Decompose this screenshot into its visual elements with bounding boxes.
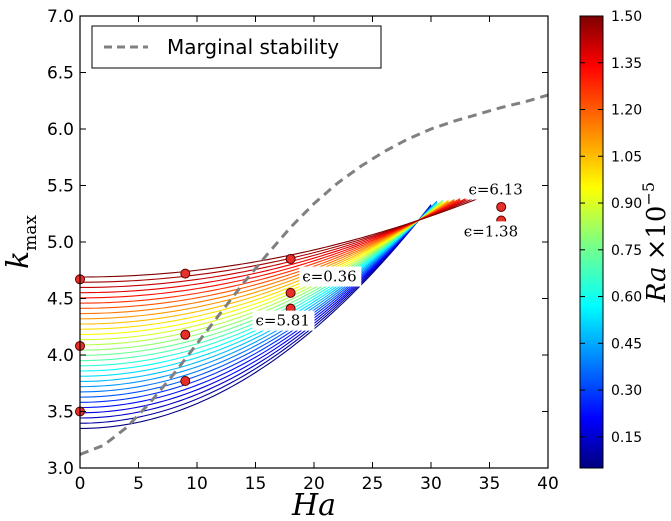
colorbar-tick-label: 1.50 xyxy=(611,9,642,25)
colorbar-title-times: ×10 xyxy=(642,206,671,261)
x-axis: 0 5 10 15 20 25 30 35 40 xyxy=(75,16,559,494)
ra-curve xyxy=(80,201,444,346)
epsilon-annotation: ϵ=6.13 xyxy=(468,181,522,199)
y-tick-label: 6.0 xyxy=(47,120,74,140)
x-tick-label: 20 xyxy=(303,474,325,494)
svg-text:kmax: kmax xyxy=(1,215,41,269)
y-axis-title-sub: max xyxy=(21,215,41,251)
y-tick-label: 3.5 xyxy=(47,403,74,423)
colorbar-tick-label: 0.60 xyxy=(611,290,642,306)
ra-curve xyxy=(80,198,473,283)
data-point xyxy=(180,268,191,279)
ra-curve xyxy=(80,201,438,388)
colorbar-tick-label: 0.75 xyxy=(611,243,642,259)
x-tick-label: 15 xyxy=(245,474,267,494)
data-point xyxy=(285,253,296,264)
y-tick-label: 4.5 xyxy=(47,290,74,310)
annotation-background xyxy=(460,221,523,242)
colorbar-tick-label: 1.20 xyxy=(611,103,642,119)
ra-curve xyxy=(80,205,432,419)
data-point xyxy=(285,287,296,298)
ra-curve xyxy=(80,198,455,315)
colorbar-bar xyxy=(579,15,604,469)
x-tick-label: 5 xyxy=(133,474,144,494)
marginal-stability-layer xyxy=(80,93,548,456)
x-tick-label: 35 xyxy=(479,474,501,494)
marginal-stability-curve xyxy=(80,93,548,456)
data-point xyxy=(180,329,191,340)
annotation-background xyxy=(252,310,315,331)
y-tick-label: 5.5 xyxy=(47,177,74,197)
ra-curve xyxy=(80,205,432,409)
ra-curve xyxy=(80,204,432,424)
colorbar-title-main: Ra xyxy=(642,266,671,303)
y-axis-title-main: k xyxy=(1,251,36,269)
ra-curve xyxy=(80,205,432,414)
x-tick-label: 25 xyxy=(362,474,384,494)
epsilon-annotation: ϵ=5.81 xyxy=(256,312,310,330)
x-tick-label: 30 xyxy=(420,474,442,494)
colorbar: 0.15 0.30 0.45 0.60 0.75 0.90 1.05 1.20 1.35 1.50… xyxy=(579,9,671,469)
ra-curve xyxy=(80,195,484,278)
colorbar-title: Ra ×10−5 xyxy=(639,182,671,303)
colorbar-ticks: 0.15 0.30 0.45 0.60 0.75 0.90 1.05 1.20 1.35 1.50 xyxy=(580,9,642,446)
ra-curve xyxy=(80,200,438,393)
x-axis-title: Ha xyxy=(291,488,336,521)
y-tick-label: 7.0 xyxy=(47,7,74,27)
legend-label-marginal-stability: Marginal stability xyxy=(167,35,339,59)
x-tick-label: 10 xyxy=(186,474,208,494)
colorbar-tick-label: 1.05 xyxy=(611,149,642,165)
x-tick-label: 0 xyxy=(75,474,86,494)
colorbar-tick-label: 0.45 xyxy=(611,336,642,352)
svg-text:Ra×10−5: Ra ×10−5 xyxy=(639,182,671,303)
colorbar-title-exp: −5 xyxy=(639,182,658,206)
epsilon-annotation: ϵ=1.38 xyxy=(464,222,518,240)
colorbar-tick-label: 0.30 xyxy=(611,383,642,399)
legend-box xyxy=(91,25,382,69)
marker-layer xyxy=(75,201,507,417)
data-point xyxy=(496,201,507,212)
y-axis: 3.0 3.5 4.0 4.5 5.0 5.5 6.0 6.5 7.0 xyxy=(47,7,548,479)
ra-curve xyxy=(80,199,449,330)
epsilon-annotation: ϵ=0.36 xyxy=(302,268,356,286)
annotation-background xyxy=(299,266,362,287)
y-tick-label: 6.5 xyxy=(47,64,74,84)
y-tick-label: 4.0 xyxy=(47,346,74,366)
ra-curve xyxy=(80,202,438,377)
colorbar-tick-label: 0.90 xyxy=(611,196,642,212)
ra-curve xyxy=(80,206,432,398)
ra-curve xyxy=(80,202,444,341)
ra-curve xyxy=(80,202,438,383)
ra-curve xyxy=(80,199,461,299)
annotation-layer: ϵ=6.13 ϵ=1.38 ϵ=0.36 ϵ=5.81 xyxy=(252,179,528,331)
data-point xyxy=(180,375,191,386)
ra-curve xyxy=(80,200,455,309)
ra-curve xyxy=(80,202,444,336)
ra-curve xyxy=(80,206,432,403)
y-tick-label: 5.0 xyxy=(47,233,74,253)
legend: Marginal stability xyxy=(91,25,382,69)
colorbar-tick-label: 1.35 xyxy=(611,56,642,72)
ra-curve xyxy=(80,200,449,325)
y-axis-title: kmax xyxy=(1,215,41,269)
y-tick-label: 3.0 xyxy=(47,459,74,479)
ra-curve xyxy=(80,198,461,304)
ra-curve xyxy=(80,201,449,320)
x-tick-label: 40 xyxy=(537,474,559,494)
annotation-background xyxy=(465,179,528,200)
colorbar-tick-label: 0.15 xyxy=(611,430,642,446)
ra-curve xyxy=(80,204,432,429)
